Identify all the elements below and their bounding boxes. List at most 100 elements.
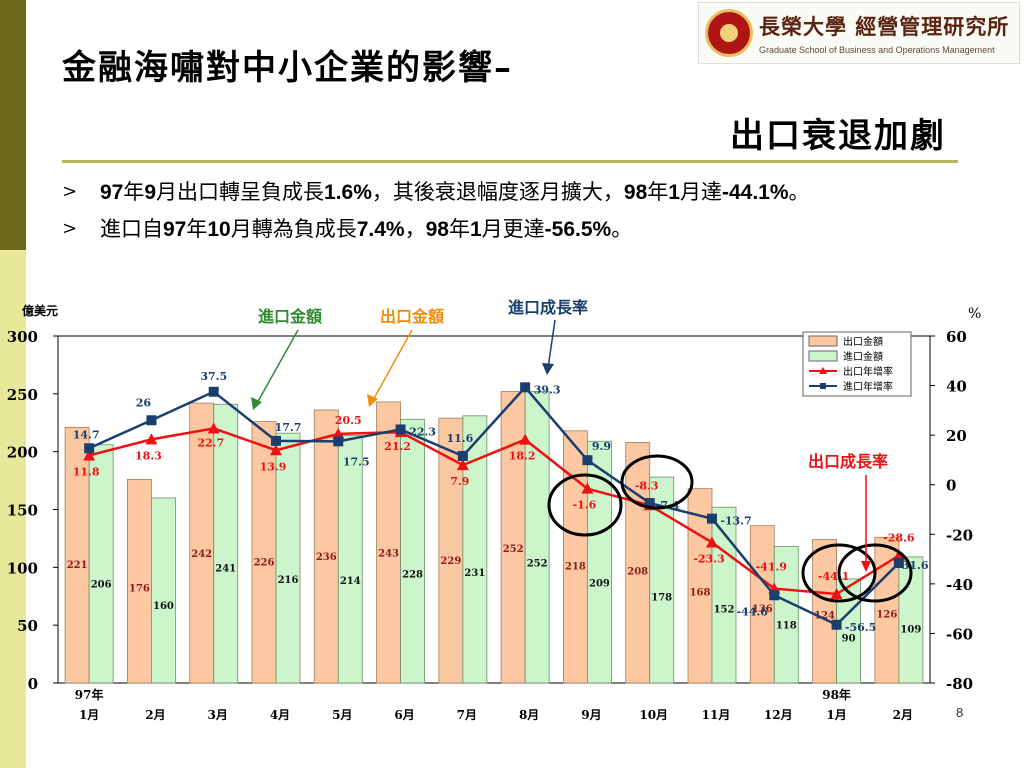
export-bar-label: 229 (440, 556, 461, 567)
export-growth-point (892, 549, 905, 561)
import-growth-label: 22.3 (409, 425, 436, 438)
import-growth-label: -44.6 (737, 605, 769, 618)
annotation-arrowhead (542, 363, 554, 375)
x-tick-label: 10月 (639, 708, 668, 722)
slide-subtitle: 出口衰退加劇 (730, 116, 946, 156)
bullet-segment: 年 (186, 217, 208, 241)
y-right-tick-label: -80 (946, 675, 973, 693)
import-growth-label: -56.5 (845, 621, 876, 634)
import-growth-point (644, 498, 655, 509)
import-bar-label: 214 (340, 576, 361, 587)
import-growth-label: 9.9 (592, 440, 611, 453)
bullet-segment: 年 (123, 180, 145, 204)
export-bar (376, 401, 401, 684)
x-tick-label: 8月 (519, 708, 539, 722)
import-bar (337, 435, 363, 684)
import-bar-label: 160 (153, 601, 174, 612)
import-bar-label: 231 (464, 568, 485, 579)
export-growth-point (830, 588, 843, 600)
x-tick-label: 4月 (270, 708, 290, 722)
import-growth-point (333, 436, 344, 447)
highlight-circle (837, 543, 913, 603)
export-growth-label: 11.8 (73, 465, 100, 478)
x-tick-label: 5月 (332, 708, 352, 722)
import-growth-point (707, 513, 717, 524)
export-bar (127, 479, 152, 684)
import-growth-label: 26 (136, 396, 152, 409)
bullet-arrow-icon: > (62, 218, 78, 239)
highlight-circle (801, 543, 877, 603)
bullet-list: > 97年9月出口轉呈負成長1.6%，其後衰退幅度逐月擴大，98年1月達-44.… (62, 178, 942, 252)
bullet-segment: 9 (144, 181, 157, 204)
bullet-segment: 97 (100, 181, 124, 204)
export-bar (749, 525, 775, 684)
x-tick-label: 6月 (394, 708, 414, 722)
export-growth-label: 20.5 (335, 414, 362, 427)
export-growth-label: -44.1 (818, 570, 849, 583)
import-growth-point (520, 382, 531, 393)
import-bar-label: 118 (776, 620, 797, 631)
annotation-arrow (371, 329, 413, 403)
logo-name: 長榮大學 經營管理研究所 (759, 14, 1010, 39)
export-bar-label: 218 (565, 562, 586, 573)
bullet-segment: 。 (788, 180, 810, 204)
export-bar-label: 126 (876, 609, 897, 620)
import-growth-point (208, 386, 219, 397)
export-growth-label: 18.3 (135, 449, 162, 462)
import-growth-label: -31.6 (897, 559, 929, 572)
x-tick-label: 7月 (457, 708, 477, 722)
export-growth-label: 13.9 (260, 460, 287, 473)
bullet-segment: 1.6% (324, 181, 372, 204)
x-tick-label: 98年 (822, 687, 851, 702)
import-bar-label: 252 (527, 558, 548, 569)
bullet-segment: 年 (647, 180, 669, 204)
export-growth-point (207, 422, 220, 434)
import-bar (524, 391, 550, 684)
annotation-export-amount: 出口金額 (380, 307, 444, 326)
logo-subtitle: Graduate School of Business and Operatio… (759, 45, 995, 55)
bullet-segment: -44.1% (721, 181, 789, 204)
annotation-import-amount: 進口金額 (258, 307, 322, 326)
import-growth-point (395, 424, 406, 435)
export-growth-point (456, 459, 469, 471)
left-accent-bar-light (0, 250, 26, 768)
export-growth-label: -23.3 (693, 552, 724, 565)
export-growth-label: -41.9 (756, 561, 787, 574)
export-bar-label: 124 (814, 610, 835, 621)
import-growth-point (831, 619, 842, 630)
y-left-tick-label: 50 (17, 617, 38, 635)
bullet-segment: 1 (469, 218, 482, 241)
import-bar-label: 216 (278, 575, 299, 586)
import-growth-label: 17.5 (343, 455, 370, 468)
y-right-tick-label: -40 (946, 576, 973, 594)
import-bar-label: 241 (215, 563, 236, 574)
bullet-segment: 月轉為負成長 (230, 217, 357, 241)
annotation-export-growth: 出口成長率 (808, 452, 888, 471)
x-tick-label: 11月 (702, 708, 731, 722)
y-left-tick-label: 150 (7, 502, 38, 520)
bullet-item: > 97年9月出口轉呈負成長1.6%，其後衰退幅度逐月擴大，98年1月達-44.… (62, 178, 942, 207)
export-bar (563, 430, 588, 684)
bullet-segment: ， (404, 217, 426, 241)
export-bar-label: 168 (690, 588, 711, 599)
export-growth-label: 7.9 (450, 475, 469, 488)
import-bar (711, 506, 737, 684)
import-growth-line (88, 385, 900, 627)
y-left-tick-label: 250 (7, 386, 38, 404)
legend-marker (820, 383, 826, 389)
bullet-segment: 7.4% (356, 218, 405, 241)
annotation-arrow (547, 319, 556, 369)
export-growth-point (270, 444, 282, 456)
import-growth-label: 37.5 (200, 370, 227, 383)
highlight-circle (547, 473, 623, 537)
export-growth-point (519, 433, 532, 445)
import-bar-label: 209 (589, 578, 610, 589)
import-bar-label: 228 (402, 570, 423, 581)
bullet-segment: 進口自 (100, 217, 163, 241)
x-tick-label: 1月 (826, 708, 846, 722)
x-tick-label: 2月 (893, 708, 913, 722)
export-growth-point (332, 427, 345, 439)
bullet-segment: 98 (425, 218, 449, 241)
export-bar-label: 136 (752, 604, 773, 615)
